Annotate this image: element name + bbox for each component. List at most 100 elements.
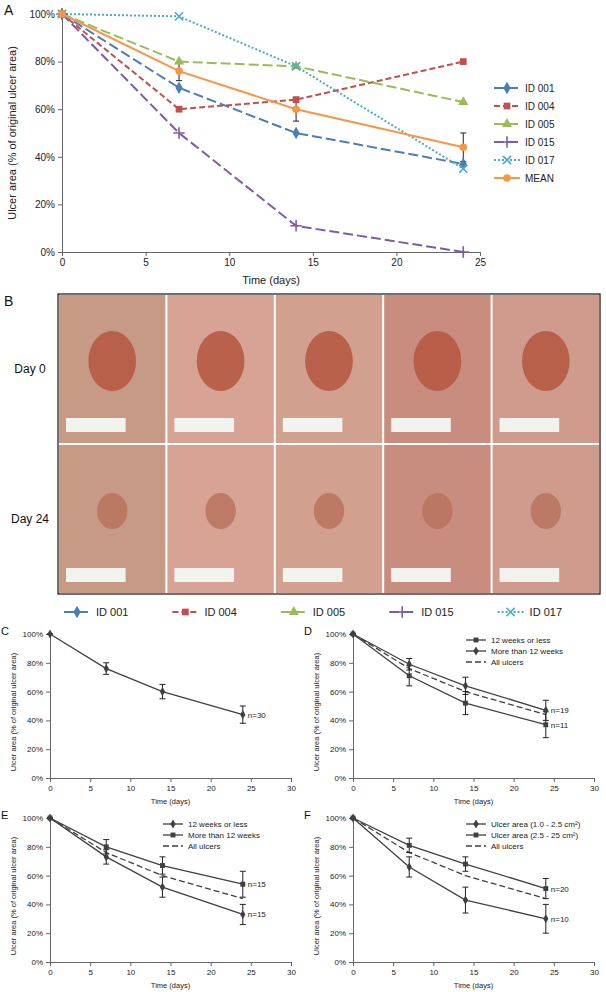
legend-item: ID 017 (498, 606, 562, 618)
tick-label: 0% (31, 958, 43, 967)
tick-mark (46, 962, 50, 963)
tick: 25 (550, 962, 559, 977)
tick-mark (171, 778, 172, 782)
error-bar (103, 840, 109, 854)
data-point (104, 664, 109, 673)
tick: 0 (351, 962, 356, 977)
tick-label: 100% (23, 814, 43, 823)
data-point (463, 862, 468, 867)
tick-mark (46, 692, 50, 693)
tick-mark (349, 749, 353, 750)
legend-item: ID 005 (494, 118, 555, 129)
plot-area (56, 8, 469, 258)
error-bar (159, 857, 165, 874)
tick: 15 (167, 778, 176, 793)
x-axis-title: Time (days) (454, 797, 494, 806)
tick-label: 20% (35, 199, 55, 210)
tick-mark (251, 778, 252, 782)
tick: 20% (35, 199, 62, 210)
wound-placeholder (88, 331, 136, 391)
tick-label: 40% (35, 152, 55, 163)
tick-label: 15 (167, 968, 176, 977)
tick-mark (171, 962, 172, 966)
tick-mark (46, 778, 50, 779)
data-point (463, 701, 468, 706)
tick-mark (554, 962, 555, 966)
tick: 100% (23, 630, 50, 639)
tick-mark (594, 962, 595, 966)
y-axis-title: Ulcer area (% of original ulcer area) (6, 46, 18, 220)
ruler-placeholder (174, 568, 234, 582)
tick-label: 15 (308, 257, 320, 268)
legend: ID 001ID 004ID 005ID 015ID 017MEAN (494, 82, 555, 184)
tick-mark (349, 663, 353, 664)
tick: 20 (391, 252, 403, 268)
data-point (407, 843, 412, 848)
data-point (240, 882, 245, 887)
legend-label: Ulcer area (2.5 - 25 cm²) (491, 831, 578, 840)
tick-mark (291, 962, 292, 966)
data-point (463, 681, 468, 690)
legend-label: More than 12 weeks (491, 647, 563, 656)
tick-mark (58, 204, 62, 205)
legend-label: All ulcers (491, 842, 523, 851)
tick-label: 80% (27, 659, 43, 668)
tick-label: 40% (27, 716, 43, 725)
tick: 30 (590, 778, 599, 793)
tick-mark (211, 778, 212, 782)
legend-label: ID 015 (525, 137, 555, 148)
ruler-placeholder (391, 418, 451, 432)
legend-label: ID 017 (530, 606, 562, 618)
wound-placeholder (422, 493, 452, 529)
legend-marker (473, 819, 478, 828)
tick: 5 (391, 778, 396, 793)
legend-marker (474, 638, 479, 643)
legend-label: 12 weeks or less (491, 636, 551, 645)
legend-marker (501, 136, 512, 147)
data-point (290, 220, 301, 231)
tick-label: 10 (429, 968, 438, 977)
legend-marker (396, 606, 407, 617)
tick-label: 80% (330, 843, 346, 852)
legend-label: More than 12 weeks (188, 831, 260, 840)
data-point (240, 910, 245, 919)
data-point (350, 629, 355, 638)
tick-label: 0 (351, 784, 356, 793)
data-point (351, 816, 356, 821)
tick-label: 5 (143, 257, 149, 268)
y-axis: 0%20%40%60%80%100% (326, 814, 354, 967)
error-bar (159, 877, 165, 897)
tick-label: 10 (429, 784, 438, 793)
tick-mark (130, 962, 131, 966)
data-point (293, 96, 300, 103)
data-point (543, 886, 548, 891)
tick-label: 80% (330, 659, 346, 668)
error-bar (462, 677, 468, 694)
tick-mark (433, 778, 434, 782)
panel-label: A (4, 2, 14, 18)
error-bar (406, 857, 412, 877)
legend-marker (289, 606, 299, 615)
data-point (407, 673, 412, 678)
ruler-placeholder (391, 568, 451, 582)
error-bar (159, 684, 165, 698)
tick: 0 (48, 962, 53, 977)
photo-placeholder (276, 295, 382, 443)
tick: 5 (88, 778, 93, 793)
figure: 0 5 10 15 20 25 0%20%40%60%80%100% Time (days) U… (0, 0, 606, 992)
legend-marker (507, 608, 515, 616)
legend-marker (502, 118, 512, 127)
tick-label: 25 (475, 257, 487, 268)
x-axis: 051015202530 (48, 962, 296, 977)
tick: 5 (143, 252, 149, 268)
legend-marker (503, 174, 511, 182)
tick: 10 (126, 962, 135, 977)
tick-mark (90, 962, 91, 966)
tick-mark (46, 720, 50, 721)
x-axis-title: Time (days) (151, 981, 191, 990)
tick-label: 20% (330, 745, 346, 754)
ruler-placeholder (500, 568, 560, 582)
tick-mark (349, 778, 353, 779)
tick: 30 (287, 962, 296, 977)
tick: 0 (351, 778, 356, 793)
